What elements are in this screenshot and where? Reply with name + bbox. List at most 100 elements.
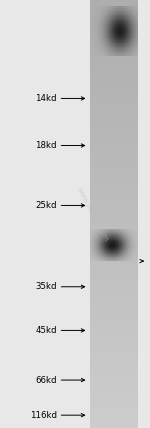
Bar — [108, 31, 109, 32]
Bar — [99, 258, 100, 259]
Bar — [125, 251, 126, 252]
Bar — [131, 41, 132, 42]
Bar — [133, 55, 134, 56]
Bar — [123, 32, 124, 33]
Bar — [133, 256, 134, 257]
Bar — [105, 255, 106, 256]
Bar — [98, 256, 99, 257]
Bar — [124, 237, 125, 238]
Bar — [90, 226, 138, 227]
Bar — [104, 246, 105, 247]
Bar — [110, 21, 111, 22]
Bar — [133, 13, 134, 14]
Bar — [116, 13, 117, 14]
Bar — [107, 253, 108, 254]
Bar — [119, 23, 120, 24]
Bar — [122, 11, 123, 12]
Bar — [98, 53, 99, 54]
Bar — [136, 55, 137, 56]
Bar — [94, 235, 95, 236]
Bar — [136, 21, 137, 22]
Bar — [133, 50, 134, 51]
Bar — [131, 21, 132, 22]
Bar — [105, 259, 106, 260]
Bar — [133, 255, 134, 256]
Bar — [92, 252, 93, 253]
Bar — [123, 232, 124, 233]
Bar — [94, 21, 95, 22]
Bar — [120, 41, 121, 42]
Bar — [127, 234, 128, 235]
Bar — [90, 371, 138, 372]
Bar — [90, 48, 138, 50]
Bar — [115, 54, 116, 55]
Bar — [123, 10, 124, 11]
Bar — [104, 256, 105, 257]
Bar — [95, 12, 96, 13]
Bar — [119, 46, 120, 47]
Bar — [126, 22, 127, 23]
Bar — [90, 270, 138, 271]
Bar — [101, 237, 102, 238]
Bar — [91, 39, 92, 40]
Bar — [129, 29, 130, 30]
Bar — [128, 49, 129, 50]
Bar — [124, 42, 125, 43]
Bar — [97, 242, 98, 243]
Bar — [136, 23, 137, 24]
Bar — [106, 257, 107, 258]
Bar — [132, 19, 133, 20]
Bar — [110, 26, 111, 27]
Bar — [133, 41, 134, 42]
Bar — [120, 33, 121, 34]
Bar — [103, 233, 104, 234]
Bar — [136, 33, 137, 34]
Bar — [105, 231, 106, 232]
Bar — [136, 22, 137, 23]
Bar — [114, 12, 115, 13]
Bar — [124, 8, 125, 9]
Bar — [136, 16, 137, 17]
Bar — [114, 234, 115, 235]
Bar — [119, 26, 120, 27]
Bar — [112, 45, 113, 46]
Bar — [120, 257, 121, 258]
Bar — [118, 15, 119, 16]
Bar — [128, 244, 129, 245]
Bar — [137, 37, 138, 38]
Bar — [118, 24, 119, 25]
Bar — [134, 8, 135, 9]
Bar — [113, 24, 114, 25]
Bar — [127, 249, 128, 250]
Bar — [104, 18, 105, 19]
Bar — [91, 41, 92, 42]
Bar — [128, 6, 129, 7]
Bar — [109, 37, 110, 38]
Bar — [126, 53, 127, 54]
Bar — [134, 15, 135, 16]
Bar — [125, 32, 126, 33]
Bar — [132, 22, 133, 23]
Bar — [118, 244, 119, 245]
Bar — [113, 40, 114, 41]
Bar — [120, 245, 121, 246]
Bar — [111, 237, 112, 238]
Bar — [112, 29, 113, 30]
Bar — [124, 52, 125, 53]
Bar — [112, 256, 113, 257]
Bar — [128, 250, 129, 251]
Bar — [108, 36, 109, 37]
Bar — [122, 53, 123, 54]
Bar — [123, 49, 124, 50]
Bar — [115, 258, 116, 259]
Bar — [127, 19, 128, 20]
Bar — [117, 250, 118, 251]
Bar — [122, 253, 123, 254]
Bar — [119, 33, 120, 34]
Bar — [115, 29, 116, 30]
Bar — [133, 26, 134, 27]
Bar — [90, 153, 138, 154]
Bar — [111, 27, 112, 28]
Bar — [94, 18, 95, 19]
Bar — [129, 255, 130, 256]
